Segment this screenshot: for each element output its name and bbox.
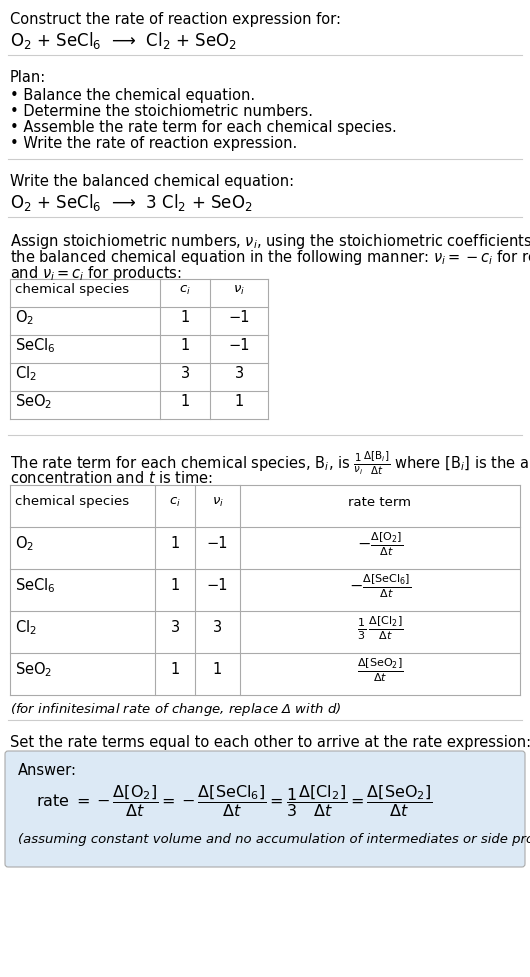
- Text: $-\frac{\Delta[\mathrm{O_2}]}{\Delta t}$: $-\frac{\Delta[\mathrm{O_2}]}{\Delta t}$: [357, 530, 403, 557]
- Text: • Determine the stoichiometric numbers.: • Determine the stoichiometric numbers.: [10, 104, 313, 119]
- Text: 1: 1: [234, 394, 244, 409]
- Text: 3: 3: [234, 366, 244, 381]
- Text: SeO$_2$: SeO$_2$: [15, 392, 52, 411]
- Text: $\nu_i$: $\nu_i$: [233, 283, 245, 296]
- Text: chemical species: chemical species: [15, 283, 129, 296]
- Text: O$_2$: O$_2$: [15, 534, 34, 553]
- Text: $c_i$: $c_i$: [179, 283, 191, 296]
- Text: O$_2$: O$_2$: [15, 309, 34, 327]
- Text: $c_i$: $c_i$: [169, 495, 181, 508]
- Text: −1: −1: [228, 338, 250, 353]
- Text: The rate term for each chemical species, B$_i$, is $\frac{1}{\nu_i}\frac{\Delta[: The rate term for each chemical species,…: [10, 449, 530, 477]
- Text: 1: 1: [213, 661, 222, 677]
- Text: (for infinitesimal rate of change, replace Δ with $d$): (for infinitesimal rate of change, repla…: [10, 701, 341, 717]
- Text: O$_2$ + SeCl$_6$  ⟶  3 Cl$_2$ + SeO$_2$: O$_2$ + SeCl$_6$ ⟶ 3 Cl$_2$ + SeO$_2$: [10, 191, 253, 213]
- FancyBboxPatch shape: [5, 751, 525, 868]
- Text: −1: −1: [207, 578, 228, 593]
- Text: Write the balanced chemical equation:: Write the balanced chemical equation:: [10, 174, 294, 189]
- Text: SeO$_2$: SeO$_2$: [15, 660, 52, 679]
- Text: $\frac{\Delta[\mathrm{SeO_2}]}{\Delta t}$: $\frac{\Delta[\mathrm{SeO_2}]}{\Delta t}…: [357, 656, 403, 683]
- Text: Set the rate terms equal to each other to arrive at the rate expression:: Set the rate terms equal to each other t…: [10, 735, 530, 749]
- Text: $\frac{1}{3}\,\frac{\Delta[\mathrm{Cl_2}]}{\Delta t}$: $\frac{1}{3}\,\frac{\Delta[\mathrm{Cl_2}…: [357, 614, 403, 641]
- Text: 1: 1: [180, 338, 190, 353]
- Text: concentration and $t$ is time:: concentration and $t$ is time:: [10, 470, 213, 486]
- Text: Construct the rate of reaction expression for:: Construct the rate of reaction expressio…: [10, 12, 341, 27]
- Text: 1: 1: [180, 310, 190, 325]
- Text: Assign stoichiometric numbers, $\nu_i$, using the stoichiometric coefficients, $: Assign stoichiometric numbers, $\nu_i$, …: [10, 232, 530, 251]
- Text: 1: 1: [170, 661, 180, 677]
- Text: Answer:: Answer:: [18, 762, 77, 778]
- Text: the balanced chemical equation in the following manner: $\nu_i = -c_i$ for react: the balanced chemical equation in the fo…: [10, 248, 530, 267]
- Text: (assuming constant volume and no accumulation of intermediates or side products): (assuming constant volume and no accumul…: [18, 832, 530, 845]
- Text: chemical species: chemical species: [15, 495, 129, 508]
- Text: rate term: rate term: [349, 495, 411, 508]
- Text: • Write the rate of reaction expression.: • Write the rate of reaction expression.: [10, 136, 297, 150]
- Text: 1: 1: [170, 536, 180, 551]
- Text: 3: 3: [213, 619, 222, 635]
- Text: SeCl$_6$: SeCl$_6$: [15, 336, 56, 355]
- Text: −1: −1: [228, 310, 250, 325]
- Text: −1: −1: [207, 536, 228, 551]
- Text: 1: 1: [170, 578, 180, 593]
- Text: Cl$_2$: Cl$_2$: [15, 618, 37, 637]
- Text: 3: 3: [171, 619, 180, 635]
- Text: • Balance the chemical equation.: • Balance the chemical equation.: [10, 88, 255, 103]
- Text: $-\frac{\Delta[\mathrm{SeCl_6}]}{\Delta t}$: $-\frac{\Delta[\mathrm{SeCl_6}]}{\Delta …: [349, 572, 411, 599]
- Text: 1: 1: [180, 394, 190, 409]
- Text: Plan:: Plan:: [10, 70, 46, 85]
- Text: and $\nu_i = c_i$ for products:: and $\nu_i = c_i$ for products:: [10, 264, 182, 282]
- Text: $\nu_i$: $\nu_i$: [211, 495, 224, 508]
- Text: 3: 3: [180, 366, 190, 381]
- Text: • Assemble the rate term for each chemical species.: • Assemble the rate term for each chemic…: [10, 120, 397, 135]
- Text: rate $= -\dfrac{\Delta[\mathrm{O_2}]}{\Delta t} = -\dfrac{\Delta[\mathrm{SeCl_6}: rate $= -\dfrac{\Delta[\mathrm{O_2}]}{\D…: [36, 783, 432, 818]
- Text: Cl$_2$: Cl$_2$: [15, 364, 37, 383]
- Text: O$_2$ + SeCl$_6$  ⟶  Cl$_2$ + SeO$_2$: O$_2$ + SeCl$_6$ ⟶ Cl$_2$ + SeO$_2$: [10, 30, 237, 51]
- Text: SeCl$_6$: SeCl$_6$: [15, 576, 56, 595]
